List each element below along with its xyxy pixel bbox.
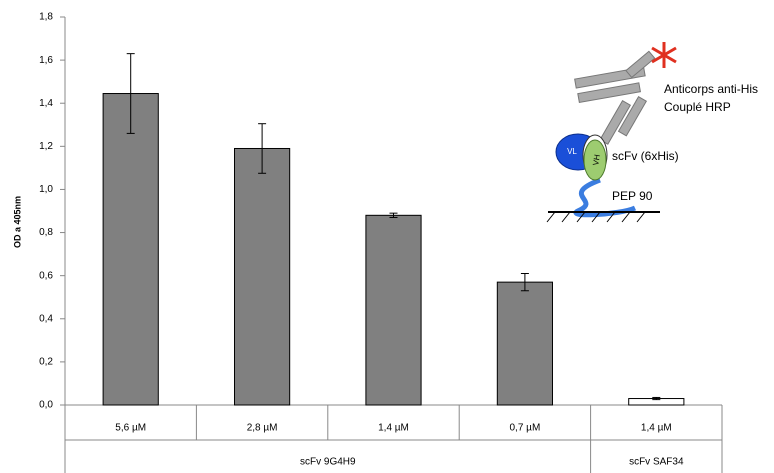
y-axis-label: OD a 405nm xyxy=(12,196,22,248)
x-tick-label: 0,7 µM xyxy=(510,423,541,434)
error-bar xyxy=(520,273,529,292)
x-tick-label: 1,4 µM xyxy=(378,423,409,434)
annotation: VH xyxy=(591,153,602,166)
error-bar xyxy=(652,396,661,401)
error-bar xyxy=(258,123,267,174)
error-bar xyxy=(126,53,135,134)
y-tick-label: 0,4 xyxy=(39,313,53,324)
error-bar xyxy=(389,212,398,218)
y-tick-label: 0,6 xyxy=(39,270,53,281)
illustration: Anticorps anti-His Couplé HRP scFv (6xHi… xyxy=(546,42,758,223)
y-tick-label: 0,0 xyxy=(39,400,53,411)
y-tick-label: 1,6 xyxy=(39,55,53,66)
group-label: scFv 9G4H9 xyxy=(300,457,356,468)
x-tick-label: 2,8 µM xyxy=(247,423,278,434)
annotation: PEP 90 xyxy=(612,189,653,203)
y-tick-label: 0,2 xyxy=(39,357,53,368)
x-tick-label: 5,6 µM xyxy=(115,423,146,434)
annotation: Couplé HRP xyxy=(664,100,731,114)
y-tick-label: 1,4 xyxy=(39,98,53,109)
bar xyxy=(102,93,159,406)
x-tick-label: 1,4 µM xyxy=(641,423,672,434)
bar xyxy=(496,281,553,406)
y-tick-label: 1,2 xyxy=(39,141,53,152)
bar xyxy=(365,214,422,406)
y-tick-label: 0,8 xyxy=(39,227,53,238)
annotation: scFv (6xHis) xyxy=(612,149,679,163)
annotation: Anticorps anti-His xyxy=(664,82,758,96)
group-label: scFv SAF34 xyxy=(629,457,684,468)
y-tick-label: 1,8 xyxy=(39,12,53,23)
bar xyxy=(234,147,291,406)
y-tick-label: 1,0 xyxy=(39,184,53,195)
annotation: VL xyxy=(567,147,577,156)
